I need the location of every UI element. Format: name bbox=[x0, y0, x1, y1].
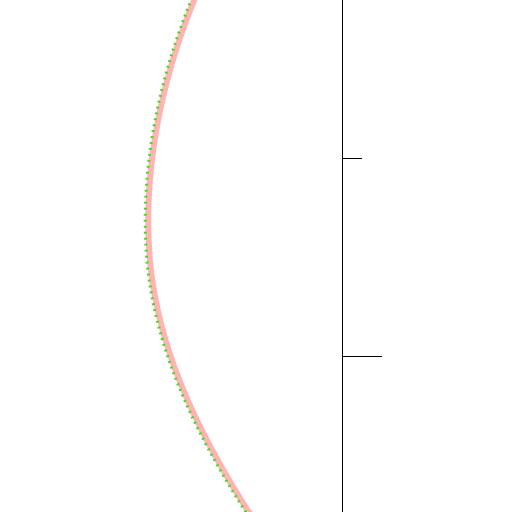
curve bbox=[145, 0, 253, 512]
dotted-curve bbox=[143, 0, 248, 512]
